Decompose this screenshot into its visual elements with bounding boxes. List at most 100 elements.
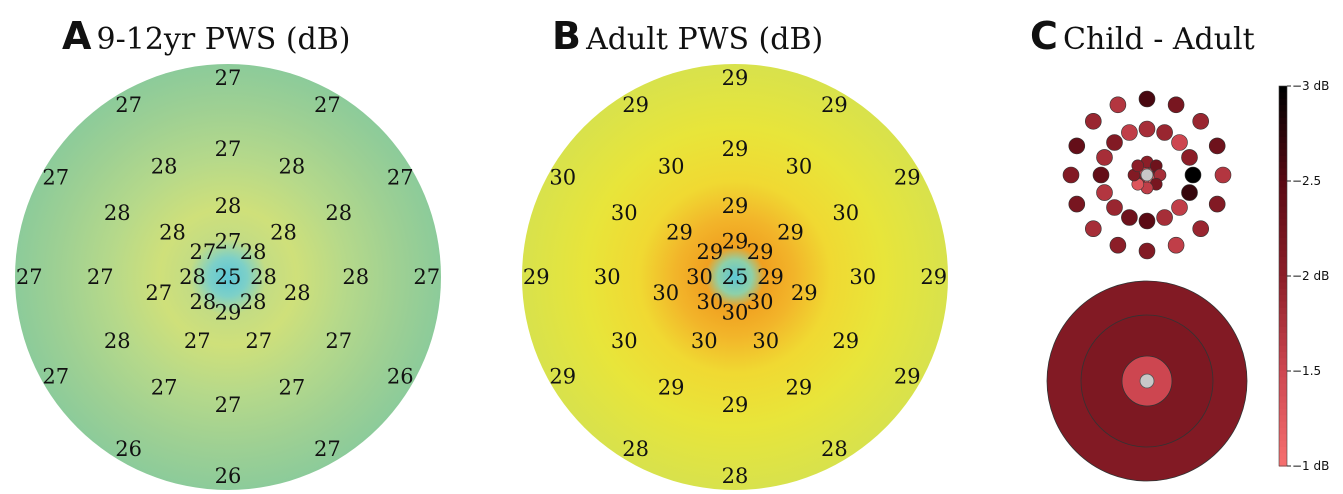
value-label-a-r3-3: 27 xyxy=(413,265,440,289)
value-label-b-r1-6: 29 xyxy=(666,221,693,245)
colorbar-segment xyxy=(1279,409,1287,416)
colorbar-segment xyxy=(1279,396,1287,404)
colorbar-segment xyxy=(1279,136,1287,144)
panel-c-scatter xyxy=(1046,90,1248,482)
value-label-b-r3-6: 28 xyxy=(722,464,749,488)
colorbar-segment xyxy=(1279,314,1287,321)
colorbar-segment xyxy=(1279,440,1287,448)
colorbar-segment xyxy=(1279,320,1287,328)
colorbar-segment xyxy=(1279,453,1287,461)
value-label-a-r2-3: 28 xyxy=(342,265,369,289)
colorbar-segment xyxy=(1279,117,1287,125)
sample-dot-r3-13 xyxy=(1068,137,1086,155)
value-label-b-r3-2: 29 xyxy=(894,166,921,190)
value-label-b-r2-6: 29 xyxy=(722,393,749,417)
sample-dot-r2-2 xyxy=(1171,134,1188,151)
colorbar-tick-label: −1.5 xyxy=(1292,364,1321,378)
value-label-b-r3-0: 29 xyxy=(722,66,749,90)
sample-dot-r3-2 xyxy=(1192,113,1209,130)
sample-dot-r2-8 xyxy=(1138,212,1156,230)
sample-dot-r3-11 xyxy=(1068,195,1086,213)
value-label-b-r2-10: 30 xyxy=(611,201,638,225)
colorbar-segment xyxy=(1279,459,1287,467)
sample-dot-r3-7 xyxy=(1167,236,1185,254)
center-value-b: 25 xyxy=(722,265,749,289)
colorbar-segment xyxy=(1279,111,1287,119)
colorbar-segment xyxy=(1279,269,1287,277)
value-label-a-r2-8: 28 xyxy=(104,329,131,353)
sample-dot-r2-12 xyxy=(1092,166,1110,184)
value-label-b-r1-0: 29 xyxy=(722,194,749,218)
zone-center-dot xyxy=(1139,373,1155,389)
value-label-a-r0-0: 27 xyxy=(215,230,242,254)
value-label-a-r1-0: 28 xyxy=(215,194,242,218)
colorbar-segment xyxy=(1279,124,1287,131)
value-label-a-r3-5: 27 xyxy=(314,437,341,461)
value-label-a-r2-6: 27 xyxy=(215,393,242,417)
sample-dot-r2-13 xyxy=(1096,149,1113,166)
value-label-a-r2-9: 27 xyxy=(87,265,114,289)
colorbar-tick-label: −2.5 xyxy=(1292,174,1321,188)
colorbar-segment xyxy=(1279,383,1287,391)
colorbar-segment xyxy=(1279,200,1287,207)
colorbar-segment xyxy=(1279,193,1287,201)
sample-dot-r2-9 xyxy=(1121,209,1138,226)
value-label-a-r0-7: 27 xyxy=(190,240,217,264)
value-label-a-r3-4: 26 xyxy=(387,364,414,388)
colorbar-segment xyxy=(1279,155,1287,163)
colorbar-segment xyxy=(1279,238,1287,245)
colorbar-tick-label: −3 dB xyxy=(1292,79,1329,93)
colorbar-segment xyxy=(1279,98,1287,106)
colorbar-segment xyxy=(1279,352,1287,359)
value-label-a-r2-0: 27 xyxy=(215,137,242,161)
value-label-b-r1-4: 30 xyxy=(691,329,718,353)
colorbar-segment xyxy=(1279,86,1287,93)
sample-dot-r3-6 xyxy=(1192,220,1209,237)
sample-dot-r2-14 xyxy=(1106,134,1123,151)
value-label-a-r3-9: 27 xyxy=(16,265,43,289)
value-label-a-r0-6: 28 xyxy=(179,265,206,289)
value-label-a-r3-6: 26 xyxy=(215,464,242,488)
colorbar-segment xyxy=(1279,219,1287,226)
value-label-b-r2-1: 30 xyxy=(786,154,813,178)
panel-a-text: 9-12yr PWS (dB) xyxy=(96,22,351,57)
value-label-a-r0-2: 28 xyxy=(250,265,277,289)
sample-dot-r1-7 xyxy=(1131,159,1145,173)
colorbar-segment xyxy=(1279,345,1287,353)
value-label-a-r1-3: 27 xyxy=(245,329,272,353)
colorbar-segment xyxy=(1279,149,1287,157)
colorbar-segment xyxy=(1279,257,1287,264)
value-label-b-r3-5: 28 xyxy=(821,437,848,461)
value-label-b-r0-4: 30 xyxy=(722,301,749,325)
sample-dot-r3-12 xyxy=(1062,166,1080,184)
value-label-b-r3-4: 29 xyxy=(894,364,921,388)
colorbar-segment xyxy=(1279,295,1287,302)
value-label-b-r1-3: 30 xyxy=(752,329,779,353)
value-label-b-r2-3: 30 xyxy=(849,265,876,289)
sample-dot-r2-15 xyxy=(1121,124,1138,141)
value-label-a-r1-5: 27 xyxy=(145,281,172,305)
colorbar-segment xyxy=(1279,225,1287,233)
value-label-a-r0-5: 28 xyxy=(190,290,217,314)
value-label-a-r2-4: 27 xyxy=(325,329,352,353)
sample-dot-r2-1 xyxy=(1156,124,1173,141)
sample-dot-r3-3 xyxy=(1208,137,1226,155)
value-label-b-r2-5: 29 xyxy=(786,376,813,400)
colorbar-segment xyxy=(1279,326,1287,334)
value-label-b-r2-2: 30 xyxy=(832,201,859,225)
value-label-a-r1-6: 28 xyxy=(159,221,186,245)
value-label-b-r1-2: 29 xyxy=(791,281,818,305)
sample-dot-r2-11 xyxy=(1096,184,1113,201)
colorbar-tick-label: −2 dB xyxy=(1292,269,1329,283)
value-label-b-r0-1: 29 xyxy=(747,240,774,264)
colorbar-segment xyxy=(1279,105,1287,112)
sample-dot-r2-7 xyxy=(1156,209,1173,226)
colorbar-segment xyxy=(1279,92,1287,100)
value-label-a-r2-11: 28 xyxy=(151,154,178,178)
value-label-a-r1-1: 28 xyxy=(270,221,297,245)
value-label-a-r1-2: 28 xyxy=(284,281,311,305)
panel-c-letter: C xyxy=(1030,14,1058,58)
sample-dot-r3-5 xyxy=(1208,195,1226,213)
colorbar-segment xyxy=(1279,206,1287,214)
value-label-b-r0-6: 30 xyxy=(686,265,713,289)
